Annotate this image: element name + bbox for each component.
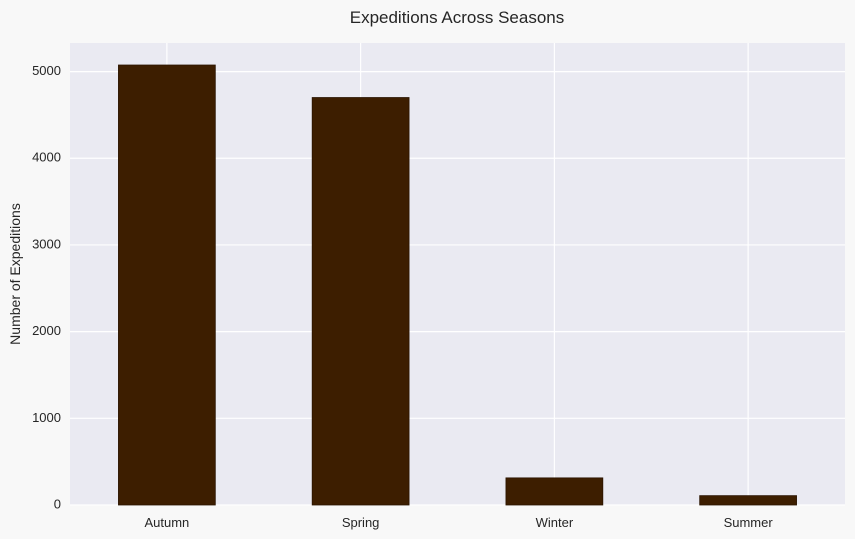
y-tick-label: 5000 xyxy=(32,63,61,78)
y-axis-ticks: 0 1000 2000 3000 4000 5000 xyxy=(32,63,61,511)
y-tick-label: 4000 xyxy=(32,150,61,165)
y-tick-label: 2000 xyxy=(32,323,61,338)
bar-spring xyxy=(311,97,410,506)
y-tick-label: 1000 xyxy=(32,410,61,425)
x-axis-ticks: Autumn Spring Winter Summer xyxy=(144,515,773,530)
y-axis-label: Number of Expeditions xyxy=(7,203,23,345)
x-tick-label: Winter xyxy=(536,515,574,530)
bars xyxy=(118,64,797,506)
bar-autumn xyxy=(118,64,216,506)
x-tick-label: Summer xyxy=(724,515,774,530)
chart-title: Expeditions Across Seasons xyxy=(350,8,565,27)
x-tick-label: Spring xyxy=(342,515,380,530)
y-tick-label: 0 xyxy=(54,496,61,511)
bar-winter xyxy=(505,477,604,506)
bar-summer xyxy=(699,495,797,506)
x-tick-label: Autumn xyxy=(144,515,189,530)
y-tick-label: 3000 xyxy=(32,236,61,251)
